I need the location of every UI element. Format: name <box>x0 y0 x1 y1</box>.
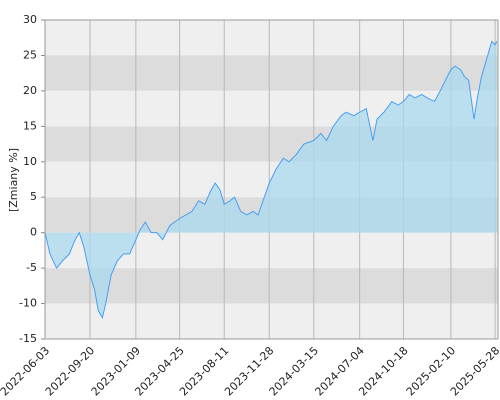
area <box>45 41 497 318</box>
y-tick-label: 20 <box>23 84 37 97</box>
background-band <box>45 268 498 304</box>
y-tick-label: -10 <box>19 297 37 310</box>
y-axis-label: [Zmiany %] <box>7 148 20 212</box>
y-tick-label: 0 <box>30 226 37 239</box>
y-tick-label: 15 <box>23 119 37 132</box>
y-tick-label: 25 <box>23 48 37 61</box>
y-tick-label: 10 <box>23 155 37 168</box>
y-tick-label: -15 <box>19 332 37 345</box>
plot-frame <box>44 19 499 340</box>
y-tick-label: 30 <box>23 13 37 26</box>
background-band <box>45 55 498 91</box>
background-band <box>45 303 498 339</box>
y-tick-label: -5 <box>26 261 37 274</box>
line <box>44 40 498 320</box>
background-band <box>45 20 498 56</box>
y-tick-label: 5 <box>30 190 37 203</box>
